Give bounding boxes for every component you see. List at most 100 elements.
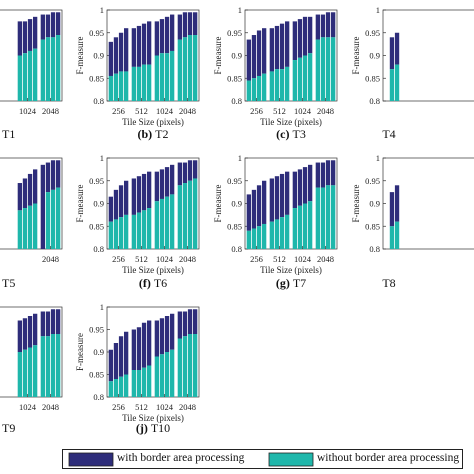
panel-6-ytick-label: 0.95 — [89, 176, 104, 186]
panel-3-caption: (c) T3 — [276, 127, 306, 141]
panel-6-bar-with — [113, 189, 119, 220]
panel-10-bar-without — [131, 370, 136, 397]
panel-3-bar-with — [256, 30, 262, 76]
panel-6-caption: (f) T6 — [139, 276, 167, 290]
panel-2-bar-without — [193, 35, 198, 101]
panel-10-caption-letter: (j) — [136, 421, 151, 435]
panel-2-caption-letter: (b) — [137, 127, 155, 141]
panel-6-bar-with — [131, 178, 136, 215]
panel-2-bar-without — [182, 37, 188, 101]
panel-7-bar-without — [279, 217, 285, 249]
panel-2-bar-without — [124, 71, 129, 101]
panel-4-caption-title: T4 — [382, 127, 395, 141]
panel-6-bar-with — [154, 171, 159, 202]
panel-6-bar-without — [170, 194, 175, 249]
panel-7-bar-without — [256, 226, 262, 249]
panel-3-bar-with — [315, 14, 320, 40]
panel-7-bar-without — [308, 201, 313, 249]
panel-2-ytick-label: 1 — [100, 5, 104, 15]
panel-6-bar-without — [131, 214, 136, 249]
panel-10-bar-without — [118, 376, 124, 397]
panel-6-xlabel: Tile Size (pixels) — [122, 265, 184, 275]
panel-7-bar-without — [297, 205, 303, 249]
panel-7-ylabel: F-measure — [213, 185, 223, 223]
panel-3-bar-without — [279, 69, 285, 101]
panel-6-ytick-label: 0.8 — [93, 244, 104, 254]
panel-1-bar-without — [40, 39, 45, 101]
panel-10-bar-with — [182, 311, 188, 337]
panel-1-xtick-label: 1024 — [19, 106, 37, 116]
panel-9-bar-with — [56, 309, 61, 334]
panel-6-ytick-label: 0.9 — [93, 199, 104, 209]
panel-1-bar-with — [56, 12, 61, 36]
panel-8-bar-without — [394, 221, 400, 249]
panel-3-bar-with — [331, 12, 336, 38]
panel-3-ylabel: F-measure — [213, 37, 223, 75]
panel-6-bar-without — [193, 178, 198, 249]
panel-1-bar-without — [17, 55, 22, 101]
panel-7-bar-without — [269, 221, 274, 249]
panel-2-ytick-label: 0.95 — [89, 28, 104, 38]
panel-1-axes-frame — [0, 9, 63, 102]
panel-3-ytick-label: 0.95 — [227, 28, 242, 38]
panel-6-ytick-label: 1 — [100, 153, 104, 163]
panel-2-bar-with — [182, 12, 188, 38]
panel-5-bar-without — [56, 187, 61, 249]
panel-3-bar-without — [297, 57, 303, 101]
panel-3-bar-without — [262, 73, 267, 101]
panel-3-bar-without — [251, 78, 257, 101]
panel-5-bar-without — [22, 208, 28, 249]
panel-7-caption: (g) T7 — [276, 276, 306, 290]
panel-10-xtick-label: 256 — [112, 402, 125, 412]
panel-6-bar-without — [164, 196, 170, 249]
panel-10-ytick-label: 0.95 — [89, 325, 104, 335]
panel-4-ytick-label: 1 — [376, 5, 380, 15]
panel-8-ytick-label: 0.9 — [369, 199, 380, 209]
panel-10-bar-with — [159, 318, 165, 355]
panel-2-xtick-label: 512 — [135, 106, 148, 116]
panel-2-bar-without — [187, 35, 193, 101]
panel-4-bar-without — [394, 64, 400, 101]
panel-2-bar-with — [108, 41, 113, 76]
panel-3-bar-with — [246, 39, 251, 81]
panel-3-ytick-label: 1 — [238, 5, 242, 15]
panel-6-bar-with — [124, 180, 129, 215]
panel-6-bar-with — [147, 171, 152, 209]
panel-10-bar-without — [170, 349, 175, 397]
panel-10-bar-without — [177, 338, 182, 397]
panel-2-xlabel: Tile Size (pixels) — [122, 117, 184, 127]
panel-6-bar-without — [136, 212, 142, 249]
panel-10-bar-without — [141, 367, 147, 397]
panel-4-ytick-label: 0.8 — [369, 96, 380, 106]
panel-6-bar-with — [141, 173, 147, 211]
panel-10-ytick-label: 0.8 — [93, 392, 104, 402]
panel-10-bar-without — [187, 334, 193, 397]
panel-6-xtick-label: 256 — [112, 254, 125, 264]
panel-2-bar-with — [170, 14, 175, 51]
panel-3-ytick-label: 0.85 — [227, 73, 242, 83]
panel-7-xtick-label: 1024 — [294, 254, 312, 264]
panel-3-bar-with — [279, 23, 285, 70]
panel-2-caption-title: T2 — [155, 127, 168, 141]
panel-1-bar-with — [40, 14, 45, 40]
panel-7-bar-with — [269, 178, 274, 222]
panel-2-bar-without — [131, 66, 136, 101]
panel-9-bar-without — [22, 349, 28, 397]
panel-3-bar-with — [320, 14, 326, 38]
panel-6-bar-without — [108, 221, 113, 249]
panel-7-bar-without — [302, 203, 308, 249]
panel-6-bar-with — [182, 162, 188, 184]
panel-7-bar-with — [274, 176, 280, 220]
panel-1-bar-without — [22, 53, 28, 101]
panel-3-bar-with — [285, 21, 290, 67]
panel-2-bar-without — [136, 66, 142, 101]
panel-3-bar-with — [251, 35, 257, 79]
panel-6-caption-title: T6 — [154, 276, 167, 290]
panel-6-bar-with — [136, 176, 142, 213]
panel-2-ytick-label: 0.85 — [89, 73, 104, 83]
panel-10-bar-with — [193, 309, 198, 334]
panel-3-bar-without — [292, 60, 297, 101]
panel-2-bar-with — [147, 21, 152, 65]
panel-3-bar-without — [331, 37, 336, 101]
panel-5-bar-with — [27, 173, 33, 206]
